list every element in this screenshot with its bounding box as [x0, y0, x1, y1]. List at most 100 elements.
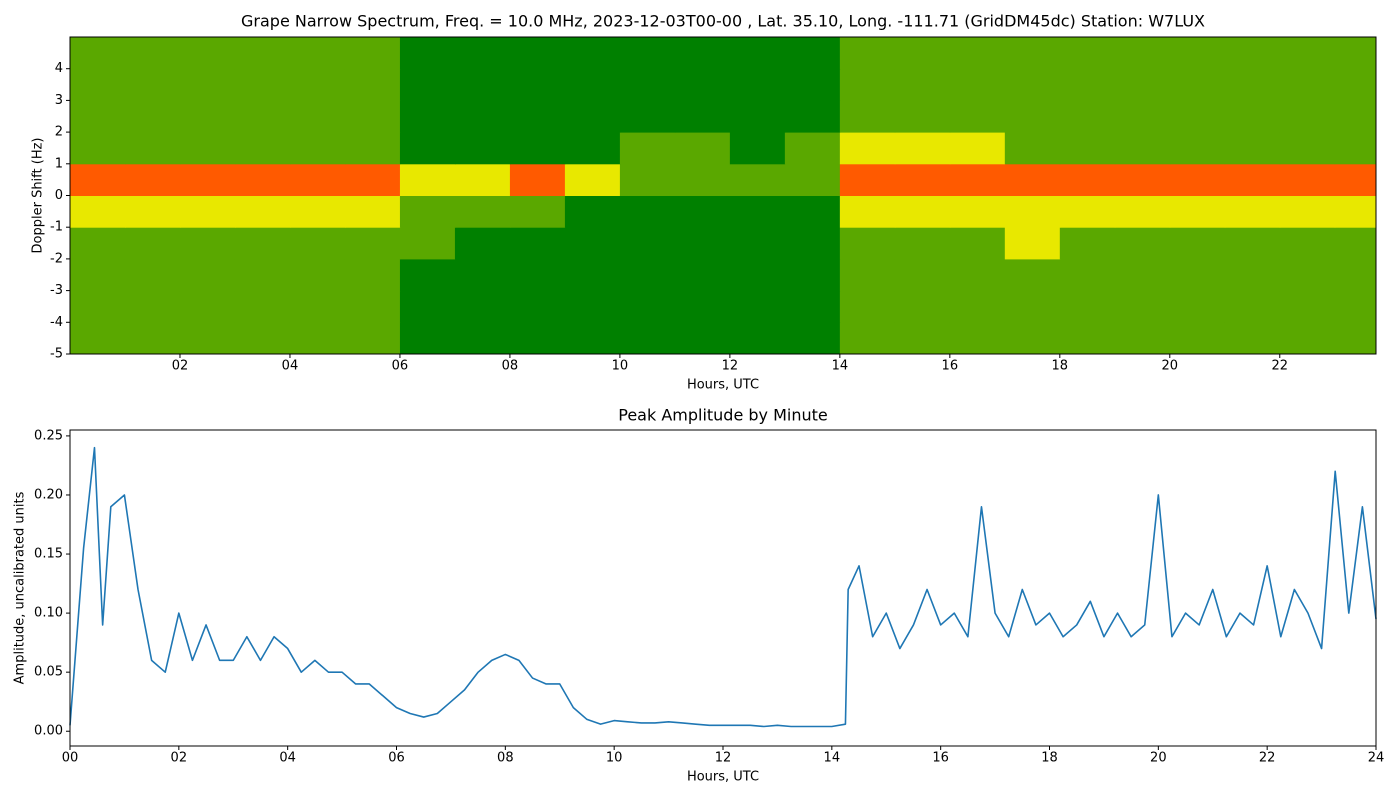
heatmap-cell	[179, 132, 236, 165]
heatmap-cell	[1224, 322, 1281, 355]
heatmap-cell	[1114, 258, 1171, 292]
heatmap-cell	[1114, 100, 1171, 133]
heatmap-cell	[949, 322, 1006, 355]
heatmap-cell	[1279, 100, 1336, 133]
heatmap-cell	[1169, 68, 1226, 101]
heatmap-cell	[1004, 258, 1061, 292]
heatmap-cell	[234, 227, 291, 260]
heatmap-cell	[70, 100, 126, 133]
heatmap-cell	[564, 195, 621, 228]
x-tick-label: 24	[1368, 751, 1385, 766]
heatmap-cell	[289, 322, 346, 355]
heatmap-cell	[124, 290, 181, 323]
heatmap-cell	[70, 195, 126, 228]
heatmap-cell	[509, 163, 566, 196]
heatmap-cell	[894, 290, 951, 323]
y-tick-label: 2	[55, 125, 63, 140]
heatmap-cell	[1004, 37, 1061, 70]
y-tick-label: 0.00	[34, 724, 63, 739]
x-tick-label: 04	[279, 751, 296, 766]
heatmap-cell	[564, 290, 621, 323]
heatmap-cell	[1279, 68, 1336, 101]
heatmap-cell	[949, 132, 1006, 165]
heatmap-cell	[234, 132, 291, 165]
heatmap-cell	[619, 227, 676, 260]
heatmap-cell	[1114, 290, 1171, 323]
heatmap-cell	[729, 258, 786, 292]
heatmap-cell	[1334, 132, 1377, 165]
heatmap-cell	[839, 227, 896, 260]
heatmap-cell	[894, 258, 951, 292]
heatmap-cell	[1279, 163, 1336, 196]
heatmap-cell	[399, 132, 456, 165]
heatmap-cell	[179, 195, 236, 228]
heatmap-cell	[1279, 132, 1336, 165]
heatmap-cell	[1169, 227, 1226, 260]
heatmap-cell	[1059, 290, 1116, 323]
heatmap-cell	[454, 37, 511, 70]
heatmap-cell	[674, 37, 731, 70]
heatmap-cell	[1279, 227, 1336, 260]
heatmap-cell	[399, 258, 456, 292]
heatmap-cell	[784, 100, 841, 133]
heatmap-cell	[289, 258, 346, 292]
heatmap-cell	[564, 227, 621, 260]
y-tick-label: 0.20	[34, 487, 63, 502]
heatmap-cell	[894, 100, 951, 133]
heatmap-cell	[619, 132, 676, 165]
heatmap-cell	[509, 227, 566, 260]
heatmap-cell	[949, 258, 1006, 292]
heatmap-cell	[124, 163, 181, 196]
heatmap-cell	[70, 132, 126, 165]
heatmap-cell	[1059, 258, 1116, 292]
heatmap-cell	[729, 68, 786, 101]
heatmap-cell	[124, 68, 181, 101]
heatmap-cell	[564, 37, 621, 70]
heatmap-cell	[619, 100, 676, 133]
heatmap-cell	[509, 258, 566, 292]
heatmap-cell	[399, 163, 456, 196]
heatmap-cell	[1114, 322, 1171, 355]
heatmap-cell	[1224, 290, 1281, 323]
heatmap-cell	[1114, 132, 1171, 165]
heatmap-cell	[1004, 163, 1061, 196]
heatmap-cell	[1279, 322, 1336, 355]
heatmap-cell	[509, 132, 566, 165]
heatmap-cell	[619, 195, 676, 228]
heatmap-cell	[1279, 37, 1336, 70]
heatmap-cell	[1334, 37, 1377, 70]
heatmap-cell	[289, 227, 346, 260]
heatmap-cell	[784, 258, 841, 292]
heatmap-cell	[399, 322, 456, 355]
heatmap-cell	[619, 37, 676, 70]
heatmap-cell	[1004, 132, 1061, 165]
heatmap-cell	[179, 290, 236, 323]
heatmap-cell	[1169, 37, 1226, 70]
heatmap-cell	[1114, 68, 1171, 101]
heatmap-cell	[454, 322, 511, 355]
heatmap-cell	[399, 37, 456, 70]
heatmap-cell	[729, 100, 786, 133]
y-tick-label: 1	[55, 156, 63, 171]
x-tick-label: 06	[392, 359, 409, 374]
heatmap-cell	[784, 227, 841, 260]
heatmap-cell	[784, 322, 841, 355]
x-tick-label: 20	[1162, 359, 1179, 374]
heatmap-cell	[234, 37, 291, 70]
heatmap-cell	[454, 195, 511, 228]
heatmap-cell	[564, 258, 621, 292]
heatmap-cell	[1224, 37, 1281, 70]
heatmap-cell	[784, 195, 841, 228]
x-tick-label: 16	[942, 359, 959, 374]
x-tick-label: 02	[172, 359, 189, 374]
heatmap-cell	[949, 68, 1006, 101]
heatmap-cell	[1334, 163, 1377, 196]
y-tick-label: 0.25	[34, 428, 63, 443]
heatmap-cell	[784, 37, 841, 70]
heatmap-cell	[179, 258, 236, 292]
heatmap-cell	[729, 37, 786, 70]
heatmap-cell	[399, 227, 456, 260]
heatmap-cell	[1224, 258, 1281, 292]
heatmap-cell	[839, 37, 896, 70]
heatmap-cell	[124, 258, 181, 292]
